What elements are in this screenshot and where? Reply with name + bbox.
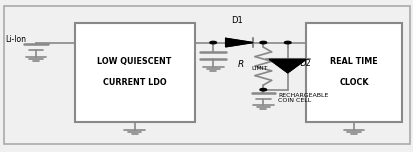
Text: D2: D2 [299,59,310,68]
Text: LOW QUIESCENT: LOW QUIESCENT [97,57,171,66]
Bar [74,23,194,122]
Text: LIMIT: LIMIT [251,66,268,71]
Text: CURRENT LDO: CURRENT LDO [102,78,166,87]
Text: RECHARGEABLE: RECHARGEABLE [278,93,328,98]
Text: R: R [237,60,243,69]
Text: Li-Ion: Li-Ion [5,35,26,44]
Circle shape [284,41,290,44]
Polygon shape [225,38,252,47]
Circle shape [209,41,216,44]
Text: D1: D1 [231,16,242,25]
Circle shape [259,88,266,91]
Bar [306,23,401,122]
Circle shape [259,41,266,44]
Text: REAL TIME: REAL TIME [329,57,377,66]
Text: COIN CELL: COIN CELL [278,98,311,103]
Polygon shape [269,59,305,73]
Text: CLOCK: CLOCK [338,78,368,87]
